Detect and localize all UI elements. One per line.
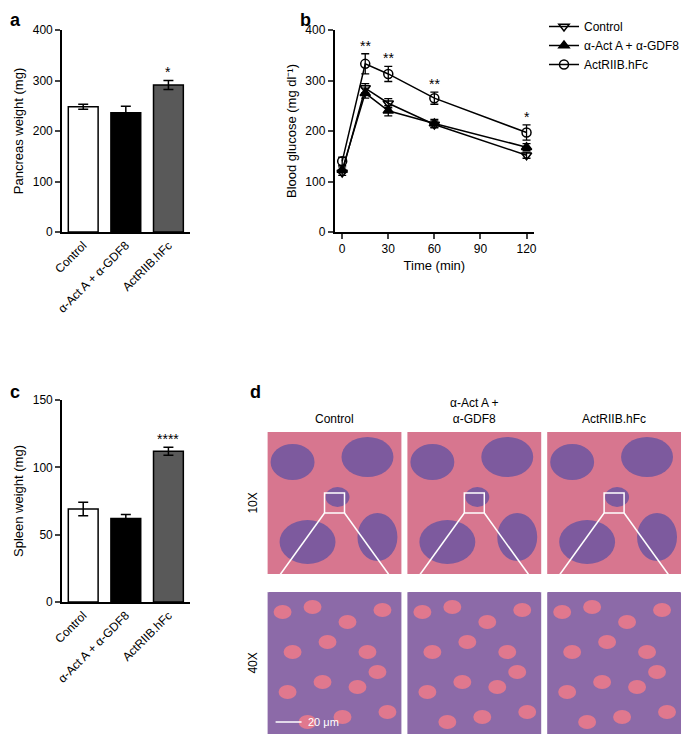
svg-text:****: ****	[157, 431, 179, 447]
svg-text:200: 200	[33, 124, 53, 138]
svg-text:0: 0	[319, 225, 326, 239]
svg-text:*: *	[165, 64, 171, 80]
svg-text:d: d	[250, 382, 261, 402]
svg-text:*: *	[524, 109, 530, 125]
svg-text:0: 0	[46, 595, 53, 609]
svg-text:100: 100	[33, 461, 53, 475]
svg-text:ActRIIB.hFc: ActRIIB.hFc	[584, 58, 648, 72]
svg-text:α-Act A + α-GDF8: α-Act A + α-GDF8	[55, 608, 132, 685]
svg-text:ActRIIB.hFc: ActRIIB.hFc	[582, 412, 646, 426]
svg-text:0: 0	[339, 242, 346, 256]
svg-text:120: 120	[517, 242, 537, 256]
svg-text:Control: Control	[584, 20, 623, 34]
svg-text:300: 300	[33, 74, 53, 88]
svg-text:100: 100	[305, 175, 325, 189]
svg-text:ActRIIB.hFc: ActRIIB.hFc	[120, 609, 175, 664]
svg-text:ActRIIB.hFc: ActRIIB.hFc	[120, 239, 175, 294]
svg-text:Blood glucose (mg dl⁻¹): Blood glucose (mg dl⁻¹)	[284, 64, 299, 198]
svg-text:α-Act A + α-GDF8: α-Act A + α-GDF8	[584, 39, 679, 53]
svg-text:α-Act A +α-GDF8: α-Act A +α-GDF8	[450, 396, 499, 426]
svg-text:**: **	[429, 76, 440, 92]
svg-text:20 μm: 20 μm	[308, 716, 339, 728]
svg-text:300: 300	[305, 74, 325, 88]
svg-text:Spleen weight (mg): Spleen weight (mg)	[11, 445, 26, 557]
svg-text:200: 200	[305, 124, 325, 138]
svg-text:50: 50	[39, 528, 53, 542]
svg-text:30: 30	[382, 242, 396, 256]
svg-text:60: 60	[428, 242, 442, 256]
svg-text:Control: Control	[52, 239, 89, 276]
svg-text:40X: 40X	[246, 652, 260, 673]
svg-text:**: **	[360, 38, 371, 54]
svg-text:a: a	[10, 10, 21, 30]
svg-text:100: 100	[33, 175, 53, 189]
svg-text:c: c	[10, 382, 20, 402]
svg-text:0: 0	[46, 225, 53, 239]
svg-text:α-Act A + α-GDF8: α-Act A + α-GDF8	[55, 238, 132, 315]
svg-text:Control: Control	[52, 609, 89, 646]
svg-text:400: 400	[33, 23, 53, 37]
svg-text:10X: 10X	[246, 492, 260, 513]
svg-text:Pancreas weight (mg): Pancreas weight (mg)	[11, 68, 26, 194]
svg-text:90: 90	[474, 242, 488, 256]
svg-text:b: b	[300, 10, 311, 30]
svg-text:**: **	[383, 50, 394, 66]
svg-text:Time (min): Time (min)	[404, 258, 466, 273]
svg-text:150: 150	[33, 393, 53, 407]
svg-text:Control: Control	[315, 412, 354, 426]
svg-text:400: 400	[305, 23, 325, 37]
